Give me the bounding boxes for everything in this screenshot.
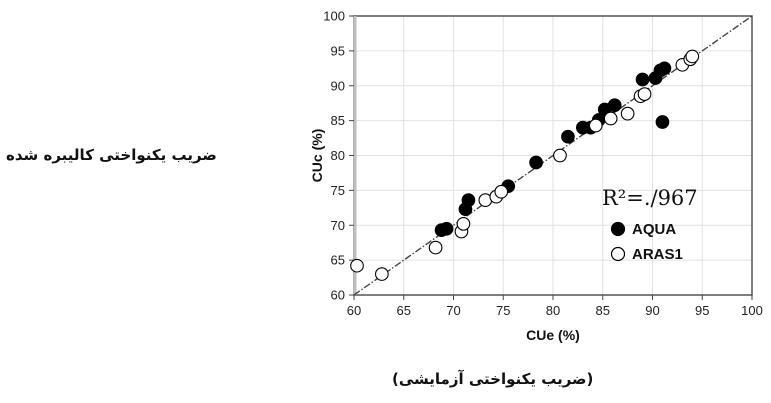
axis-ticks: 60 65 70 75 80 85 90 95 100 60 65 70 75 80 85 90 95 100: [323, 9, 763, 319]
aras1-data-point: [637, 87, 652, 101]
x-tick-label: 85: [596, 303, 610, 318]
y-tick-label: 95: [331, 43, 345, 58]
legend: AQUA ARAS1: [610, 221, 683, 263]
x-tick-label: 75: [496, 303, 510, 318]
y-tick-label: 90: [331, 78, 345, 93]
y-tick-label: 85: [331, 113, 345, 128]
x-tick-label: 95: [695, 303, 709, 318]
y-tick-label: 75: [331, 183, 345, 198]
y-tick-label: 60: [331, 288, 345, 303]
legend-label-aras1: ARAS1: [632, 246, 683, 263]
aqua-data-point: [635, 72, 650, 87]
x-tick-label: 70: [446, 303, 460, 318]
data-points: [350, 49, 700, 281]
aras1-data-point: [375, 267, 389, 281]
aras1-data-point: [428, 240, 443, 255]
aras1-data-point: [553, 148, 567, 163]
legend-marker-aras1: [610, 246, 626, 262]
aras1-data-point: [603, 111, 618, 126]
aqua-data-point: [461, 193, 476, 207]
x-tick-label: 90: [645, 303, 659, 318]
y-axis-title: CUc (%): [309, 129, 325, 183]
aqua-data-point: [657, 61, 672, 76]
x-tick-label: 65: [397, 303, 411, 318]
aqua-data-point: [607, 98, 622, 113]
aras1-data-point: [588, 118, 603, 133]
y-tick-label: 80: [331, 148, 345, 163]
y-tick-label: 65: [331, 253, 345, 268]
persian-y-caption: ضريب يکنواختی کاليبره شده: [6, 146, 217, 164]
y-tick-label: 100: [323, 9, 345, 24]
x-axis-title: CUe (%): [526, 327, 580, 343]
aqua-data-point: [655, 115, 670, 129]
legend-marker-aqua: [610, 221, 626, 237]
r-squared-annotation: R²=./967: [602, 186, 698, 210]
aras1-data-point: [350, 258, 364, 273]
aqua-data-point: [439, 221, 454, 236]
x-tick-label: 60: [347, 303, 361, 318]
x-tick-label: 100: [741, 303, 763, 318]
aqua-data-point: [561, 129, 575, 144]
x-tick-label: 80: [546, 303, 560, 318]
aras1-data-point: [494, 184, 509, 199]
legend-label-aqua: AQUA: [632, 221, 676, 238]
aqua-data-point: [529, 155, 543, 170]
y-tick-label: 70: [331, 218, 345, 233]
persian-x-caption: (ضريب يکنواختی آزمايشی): [392, 370, 594, 388]
chart-grid: [354, 16, 752, 295]
aras1-data-point: [685, 49, 700, 64]
aras1-data-point: [456, 217, 471, 231]
aras1-data-point: [620, 106, 635, 121]
